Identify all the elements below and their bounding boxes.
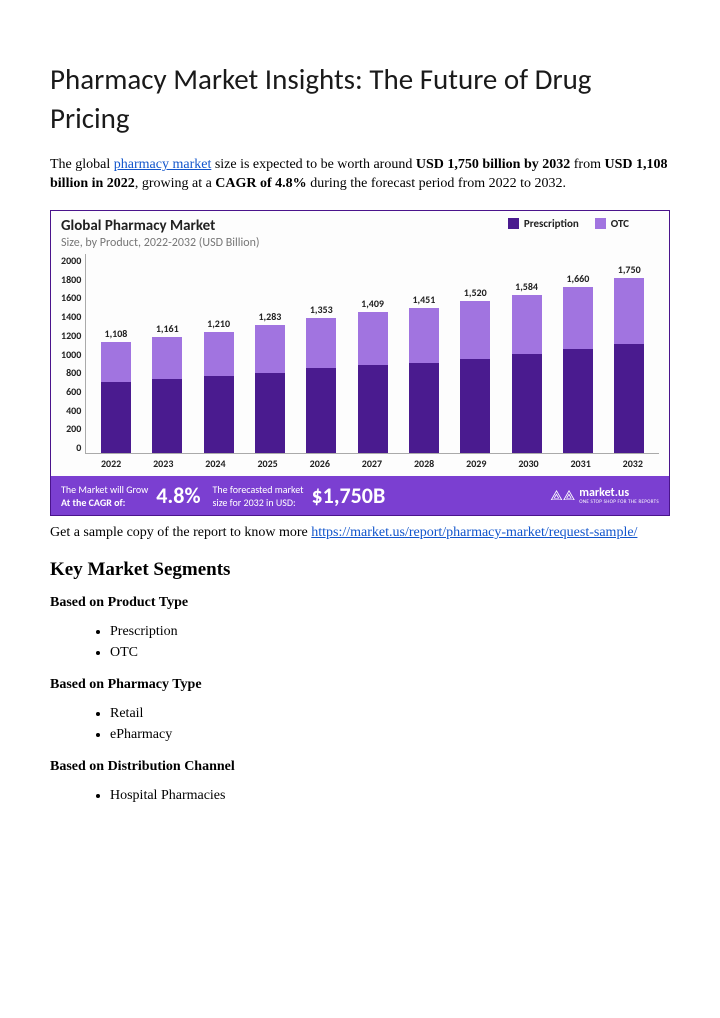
list-pharmacy: RetailePharmacy xyxy=(110,703,670,745)
bar-col: 1,451 xyxy=(404,293,444,453)
bar-col: 1,353 xyxy=(301,303,341,453)
bar-otc xyxy=(358,312,388,365)
bar-rx xyxy=(614,344,644,454)
subhead-distribution: Based on Distribution Channel xyxy=(50,759,670,775)
bar-rx xyxy=(101,382,131,453)
bar-otc xyxy=(409,308,439,363)
bar-rx xyxy=(204,376,234,453)
chart-footer-banner: The Market will Grow At the CAGR of: 4.8… xyxy=(51,476,669,515)
bar-total-label: 1,283 xyxy=(258,310,281,323)
cagr-value: 4.8% xyxy=(156,482,200,509)
bar-rx xyxy=(460,359,490,453)
bar-otc xyxy=(255,325,285,373)
bar-total-label: 1,520 xyxy=(464,286,487,299)
bar-rx xyxy=(409,363,439,453)
bar-otc xyxy=(512,295,542,354)
bar-total-label: 1,660 xyxy=(566,272,589,285)
bar-rx xyxy=(512,354,542,453)
bar-otc xyxy=(101,342,131,382)
bar-otc xyxy=(563,287,593,349)
subhead-pharmacy: Based on Pharmacy Type xyxy=(50,677,670,693)
bar-total-label: 1,210 xyxy=(207,317,230,330)
y-axis: 2000180016001400120010008006004002000 xyxy=(61,254,85,454)
sample-paragraph: Get a sample copy of the report to know … xyxy=(50,524,670,543)
bar-rx xyxy=(306,368,336,453)
list-product: PrescriptionOTC xyxy=(110,621,670,663)
list-distribution: Hospital Pharmacies xyxy=(110,785,670,806)
bar-col: 1,520 xyxy=(455,286,495,453)
bar-rx xyxy=(152,379,182,453)
bar-col: 1,283 xyxy=(250,310,290,453)
bar-total-label: 1,353 xyxy=(310,303,333,316)
bar-rx xyxy=(358,365,388,453)
chart-container: Global Pharmacy Market Size, by Product,… xyxy=(50,210,670,516)
bar-otc xyxy=(614,278,644,344)
segments-heading: Key Market Segments xyxy=(50,559,670,581)
bar-total-label: 1,584 xyxy=(515,280,538,293)
list-item: Prescription xyxy=(110,621,670,642)
chart-legend: Prescription OTC xyxy=(508,217,659,230)
bar-total-label: 1,108 xyxy=(105,327,128,340)
intro-paragraph: The global pharmacy market size is expec… xyxy=(50,156,670,194)
bar-otc xyxy=(152,337,182,379)
list-item: ePharmacy xyxy=(110,724,670,745)
bar-col: 1,210 xyxy=(199,317,239,453)
bar-otc xyxy=(204,332,234,376)
bar-otc xyxy=(306,318,336,368)
bar-otc xyxy=(460,301,490,359)
bar-col: 1,750 xyxy=(609,263,649,453)
bar-col: 1,660 xyxy=(558,272,598,453)
pharmacy-market-link[interactable]: pharmacy market xyxy=(114,157,212,172)
bars-area: 1,108 1,161 1,210 1,283 1,353 1,409 1,451 1,520… xyxy=(85,254,659,454)
bar-total-label: 1,409 xyxy=(361,297,384,310)
bar-col: 1,584 xyxy=(507,280,547,453)
bar-total-label: 1,750 xyxy=(618,263,641,276)
marketus-logo: ⟁⟁ market.us ONE STOP SHOP FOR THE REPOR… xyxy=(550,486,659,505)
sample-link[interactable]: https://market.us/report/pharmacy-market… xyxy=(311,525,637,540)
legend-swatch-otc xyxy=(595,218,606,229)
bar-total-label: 1,161 xyxy=(156,322,179,335)
bar-col: 1,409 xyxy=(353,297,393,453)
page-title: Pharmacy Market Insights: The Future of … xyxy=(50,60,670,138)
forecast-value: $1,750B xyxy=(312,482,386,509)
subhead-product: Based on Product Type xyxy=(50,595,670,611)
bar-total-label: 1,451 xyxy=(412,293,435,306)
list-item: Retail xyxy=(110,703,670,724)
list-item: Hospital Pharmacies xyxy=(110,785,670,806)
x-axis: 2022202320242025202620272028202920302031… xyxy=(85,457,659,470)
bar-col: 1,108 xyxy=(96,327,136,453)
bar-rx xyxy=(563,349,593,453)
bar-rx xyxy=(255,373,285,454)
list-item: OTC xyxy=(110,642,670,663)
bar-col: 1,161 xyxy=(147,322,187,453)
legend-swatch-rx xyxy=(508,218,519,229)
chart-title: Global Pharmacy Market Size, by Product,… xyxy=(61,217,508,250)
